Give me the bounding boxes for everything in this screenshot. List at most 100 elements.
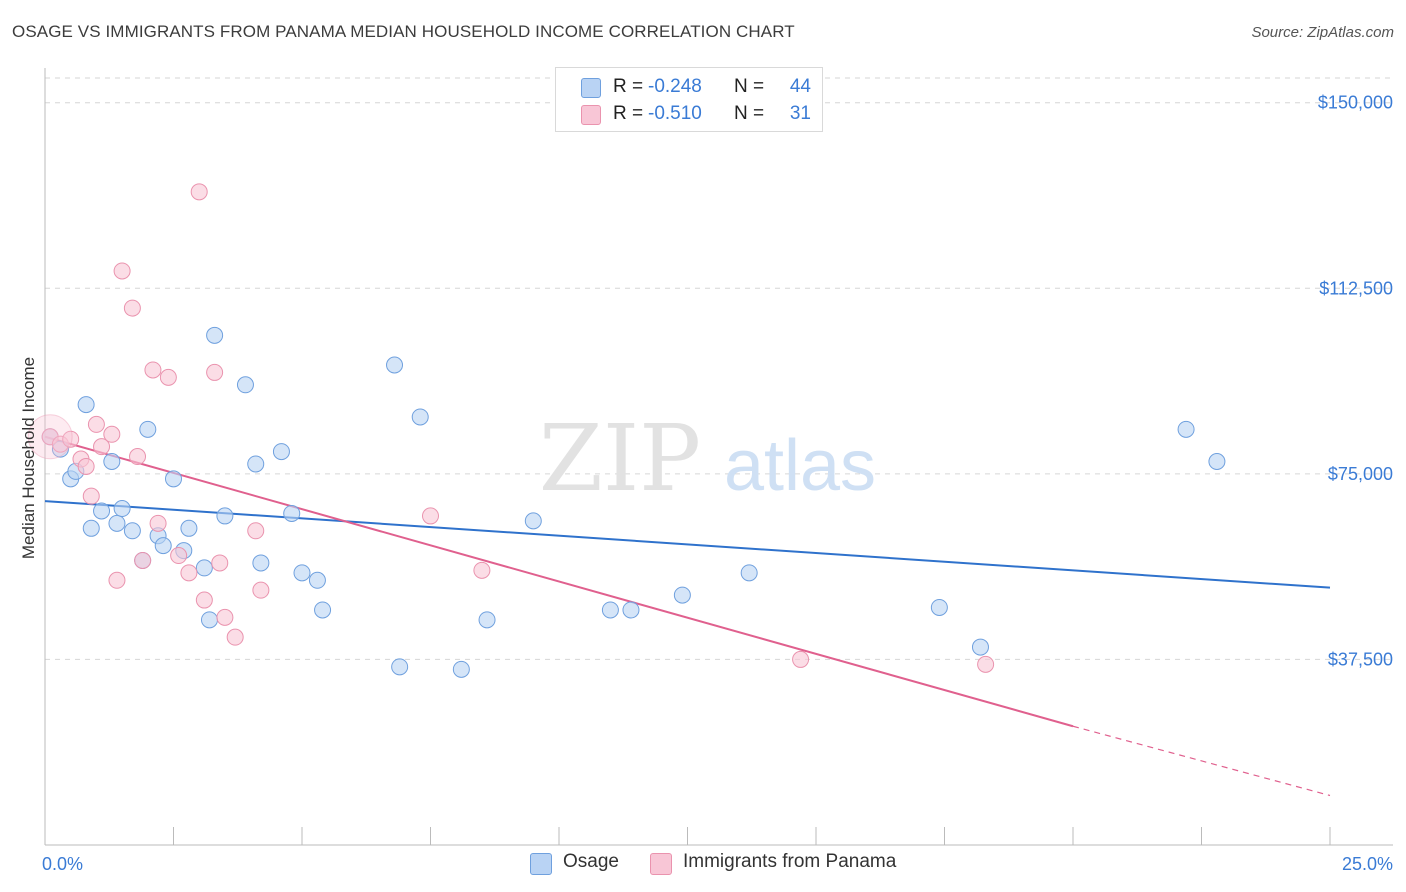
osage-point <box>236 376 254 394</box>
legend-label-panama: Immigrants from Panama <box>683 851 897 872</box>
osage-point <box>139 420 157 438</box>
panama-trend-line <box>44 435 1074 728</box>
panama-point <box>113 262 131 280</box>
osage-point <box>386 356 404 374</box>
osage-point <box>123 522 141 540</box>
panama-point <box>108 571 126 589</box>
osage-point <box>314 601 332 619</box>
panama-point <box>422 507 439 525</box>
panama-point <box>977 655 995 673</box>
panama-point <box>82 487 100 505</box>
osage-point <box>740 564 758 582</box>
trend-lines <box>44 435 1331 797</box>
osage-point <box>154 537 172 555</box>
osage-point <box>1208 453 1226 470</box>
panama-point <box>144 361 162 379</box>
panama-point <box>103 425 121 443</box>
panama-trend-extension <box>1072 725 1331 797</box>
osage-point <box>165 470 182 488</box>
panama-point <box>252 581 270 599</box>
panama-point <box>129 448 147 466</box>
osage-point <box>930 598 948 616</box>
x-tick-label: 25.0% <box>1342 854 1393 874</box>
osage-point <box>673 586 691 604</box>
y-tick-label: $150,000 <box>1318 93 1393 113</box>
osage-point <box>82 519 100 537</box>
osage-point <box>108 514 126 532</box>
panama-point <box>211 554 229 572</box>
r-label: R = <box>613 103 644 124</box>
panama-point <box>123 299 141 317</box>
panama-point <box>226 628 244 646</box>
panama-point <box>87 415 105 433</box>
osage-swatch <box>581 78 601 98</box>
n-value: 31 <box>789 103 811 124</box>
osage-point <box>622 601 640 619</box>
panama-point <box>149 514 167 532</box>
osage-point <box>206 326 224 344</box>
osage-point <box>971 638 989 656</box>
panama-point <box>206 363 224 381</box>
panama-point <box>180 564 198 582</box>
panama-point <box>247 522 265 540</box>
watermark: ZIP atlas <box>539 405 876 512</box>
osage-legend-swatch <box>530 853 552 875</box>
osage-point <box>195 559 213 577</box>
osage-point <box>601 601 619 619</box>
watermark-atlas: atlas <box>724 426 876 506</box>
r-label: R = <box>613 76 644 97</box>
y-tick-label: $75,000 <box>1328 464 1393 484</box>
panama-point <box>134 551 152 569</box>
legend-label-osage: Osage <box>563 851 619 872</box>
osage-point <box>77 396 95 414</box>
osage-point <box>113 500 131 518</box>
n-label: N = <box>734 103 765 124</box>
stats-row-panama: R = -0.510 N = 31 <box>556 101 822 127</box>
panama-point <box>473 561 491 579</box>
cluster-point <box>27 414 73 460</box>
osage-point <box>180 519 198 537</box>
panama-swatch <box>581 105 601 125</box>
panama-legend-swatch <box>650 853 672 875</box>
osage-point <box>452 660 470 678</box>
osage-point <box>1177 420 1195 438</box>
panama-point <box>792 650 810 668</box>
osage-point <box>478 611 496 629</box>
r-value: -0.510 <box>648 103 702 124</box>
panama-point <box>159 368 177 386</box>
stats-legend: R = -0.248 N = 44 R = -0.510 N = 31 <box>555 67 823 132</box>
data-points <box>27 183 1226 678</box>
osage-point <box>247 455 265 473</box>
osage-point <box>252 554 270 572</box>
x-tick-label: 0.0% <box>42 854 83 874</box>
chart-title: OSAGE VS IMMIGRANTS FROM PANAMA MEDIAN H… <box>12 22 795 41</box>
grid-lines <box>45 77 1393 660</box>
panama-point <box>195 591 213 609</box>
osage-point <box>93 502 111 520</box>
watermark-zip: ZIP <box>539 405 701 512</box>
y-tick-label: $37,500 <box>1328 649 1393 669</box>
osage-point <box>272 443 290 461</box>
osage-point <box>103 453 121 470</box>
osage-point <box>308 571 326 589</box>
panama-point <box>62 430 80 448</box>
axis-labels: $37,500 $75,000 $112,500 $150,000 0.0% 25.0% M… <box>19 93 1393 874</box>
osage-point <box>524 512 542 530</box>
n-label: N = <box>734 76 765 97</box>
n-value: 44 <box>789 76 811 97</box>
r-value: -0.248 <box>648 76 702 97</box>
stats-row-osage: R = -0.248 N = 44 <box>556 74 822 100</box>
panama-point <box>170 547 188 565</box>
osage-point <box>391 658 409 676</box>
panama-point <box>77 457 95 475</box>
osage-point <box>283 504 301 522</box>
chart-source: Source: ZipAtlas.com <box>1251 24 1394 41</box>
panama-point <box>216 608 234 626</box>
y-tick-label: $112,500 <box>1319 278 1393 298</box>
osage-point <box>200 611 218 629</box>
panama-point <box>93 438 111 456</box>
osage-point <box>293 564 311 582</box>
y-axis-title: Median Household Income <box>19 357 38 559</box>
osage-point <box>216 507 234 525</box>
